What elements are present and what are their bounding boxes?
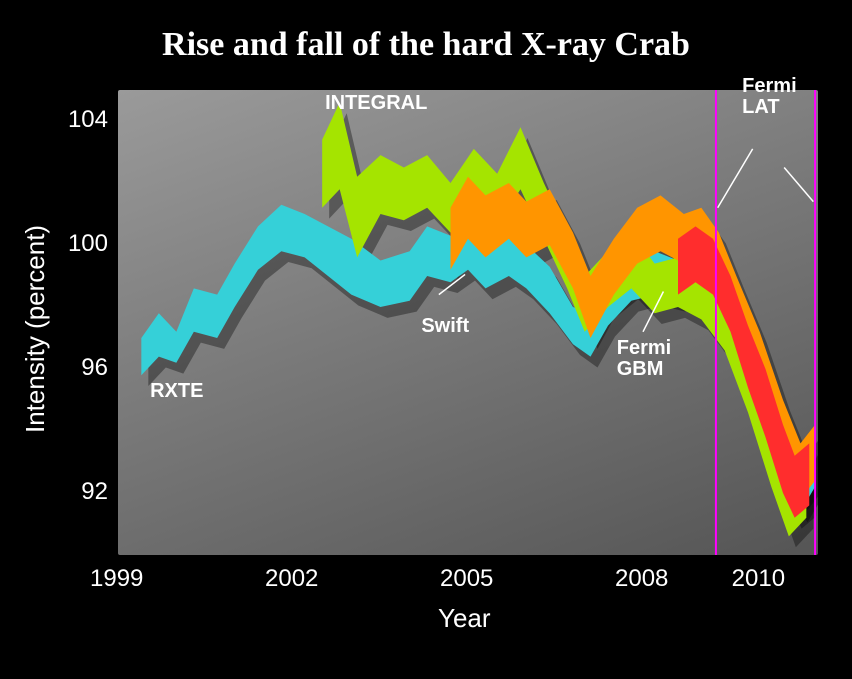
x-tick-label: 2005 <box>440 565 493 593</box>
y-tick-label: 96 <box>58 354 108 382</box>
label-swift: Swift <box>421 316 469 337</box>
x-tick-label: 2002 <box>265 565 318 593</box>
leader-line <box>784 168 813 202</box>
x-tick-label: 1999 <box>90 565 143 593</box>
y-axis-label: Intensity (percent) <box>20 224 51 432</box>
label-integral: INTEGRAL <box>325 93 427 114</box>
label-fermi: Fermi LAT <box>742 76 796 118</box>
x-tick-label: 2008 <box>615 565 668 593</box>
y-tick-label: 104 <box>58 106 108 134</box>
label-fermi: Fermi GBM <box>617 338 671 380</box>
x-axis-label: Year <box>438 603 491 634</box>
chart-frame: { "title": { "text": "Rise and fall of t… <box>0 0 852 679</box>
series-fermi-gbm <box>678 226 809 517</box>
chart-title: Rise and fall of the hard X-ray Crab <box>0 26 852 64</box>
x-tick-label: 2010 <box>732 565 785 593</box>
label-rxte: RXTE <box>150 381 203 402</box>
leader-line <box>718 149 753 208</box>
y-tick-label: 92 <box>58 478 108 506</box>
y-tick-label: 100 <box>58 230 108 258</box>
